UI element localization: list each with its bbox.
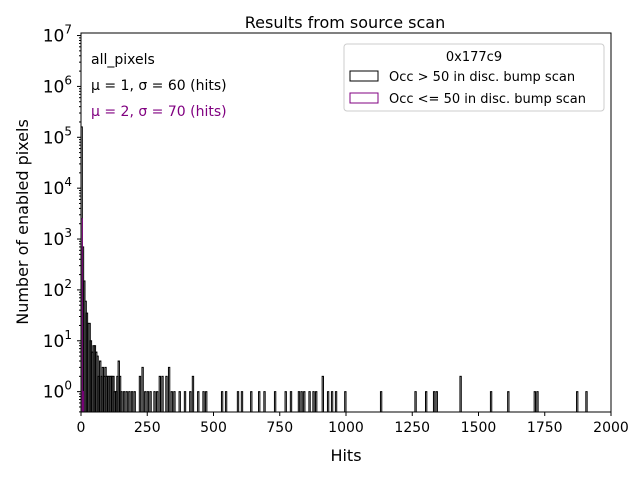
x-tick-label: 750 (266, 420, 293, 436)
histogram-bar-black-63 (273, 391, 277, 413)
x-axis-label: Hits (330, 446, 361, 465)
x-tick-label: 250 (134, 420, 161, 436)
histogram-bar-black-49 (178, 391, 181, 413)
y-tick-label: 100 (43, 379, 72, 403)
histogram-bar-black-65 (289, 391, 293, 413)
histogram-bar-black-47 (170, 391, 173, 413)
histogram-bar-black-71 (315, 391, 318, 413)
histogram-bar-black-45 (165, 375, 168, 413)
annotation-label: all_pixels (91, 52, 155, 68)
legend-title: 0x177c9 (446, 50, 502, 65)
histogram-bar-black-31 (122, 391, 126, 413)
histogram-bar-black-86 (536, 391, 539, 413)
histogram-bar-black-50 (183, 391, 187, 413)
histogram-bar-black-57 (224, 391, 228, 413)
y-tick-label: 107 (43, 23, 72, 47)
histogram-bar-black-54 (202, 391, 205, 413)
histogram-bar-black-37 (141, 366, 144, 413)
x-tick-label: 500 (200, 420, 227, 436)
histogram-bar-black-61 (258, 391, 261, 413)
histogram-bar-black-83 (489, 391, 493, 413)
histogram-bar-black-73 (326, 391, 330, 413)
histogram-bar-black-48 (173, 391, 176, 413)
histogram-bar-black-33 (128, 391, 131, 413)
histogram-bar-black-51 (189, 391, 192, 413)
histogram-bar-black-87 (576, 391, 579, 413)
histogram-bar-black-38 (144, 391, 147, 413)
histogram-bar-black-39 (146, 391, 150, 413)
histogram-bar-black-69 (308, 391, 311, 413)
histogram-bar-black-36 (138, 375, 142, 413)
histogram-bar-black-56 (220, 391, 224, 413)
histogram-bar-black-82 (459, 375, 462, 413)
histogram-bar-black-32 (125, 391, 128, 413)
histogram-bar-black-40 (149, 391, 152, 413)
histogram-bar-black-68 (303, 391, 306, 413)
y-tick-label: 104 (43, 175, 72, 199)
histogram-bar-black-85 (533, 391, 536, 413)
histogram-bar-black-77 (379, 391, 383, 413)
histogram-bar-black-75 (334, 391, 338, 413)
histogram-bar-black-66 (297, 391, 301, 413)
histogram-bar-black-60 (250, 391, 253, 413)
histogram-bars (80, 126, 588, 413)
x-tick-label: 2000 (593, 420, 629, 436)
histogram-bar-black-78 (414, 391, 417, 413)
histogram-bar-black-53 (197, 391, 200, 413)
histogram-bar-black-76 (344, 391, 347, 413)
x-tick-label: 1750 (527, 420, 563, 436)
histogram-bar-black-35 (133, 391, 136, 413)
histogram-bar-black-59 (240, 391, 244, 413)
histogram-bar-black-62 (263, 391, 266, 413)
histogram-bar-black-52 (191, 375, 195, 413)
histogram-bar-black-74 (330, 391, 334, 413)
legend-entry-purple: Occ <= 50 in disc. bump scan (389, 92, 586, 107)
histogram-bar-black-34 (130, 391, 134, 413)
histogram-bar-black-70 (312, 391, 315, 413)
annotation-stats-black: μ = 1, σ = 60 (hits) (91, 78, 227, 94)
legend-box (343, 43, 605, 112)
histogram-bar-black-88 (585, 391, 588, 413)
x-tick-label: 0 (77, 420, 86, 436)
histogram-bar-black-67 (300, 391, 303, 413)
histogram-bar-black-58 (236, 391, 240, 413)
x-axis-ticks: 0 250 500 750 1000 1250 1500 1750 2000 (77, 412, 629, 436)
x-tick-label: 1000 (328, 420, 364, 436)
x-tick-label: 1500 (461, 420, 497, 436)
histogram-bar-black-42 (156, 391, 159, 413)
legend-entry-black: Occ > 50 in disc. bump scan (389, 70, 575, 85)
histogram-bar-black-64 (284, 391, 287, 413)
chart-title: Results from source scan (245, 13, 445, 32)
histogram-bar-black-84 (507, 391, 510, 413)
annotation-stats-purple: μ = 2, σ = 70 (hits) (91, 104, 227, 120)
histogram-bar-black-72 (321, 375, 324, 413)
y-tick-label: 102 (43, 277, 72, 301)
y-tick-label: 103 (43, 226, 72, 250)
y-axis-ticks: 100 101 102 103 104 105 106 107 (43, 23, 81, 413)
legend-swatch-purple (349, 92, 379, 104)
histogram-bar-black-81 (435, 391, 438, 413)
y-axis-label: Number of enabled pixels (13, 119, 32, 325)
y-tick-label: 105 (43, 124, 72, 148)
y-tick-label: 106 (43, 73, 72, 97)
histogram-bar-black-43 (158, 375, 162, 413)
histogram-bar-black-41 (153, 391, 156, 413)
histogram-bar-black-79 (425, 391, 428, 413)
legend-swatch-black (349, 70, 379, 82)
histogram-bar-black-55 (205, 391, 208, 413)
y-tick-label: 101 (43, 328, 72, 352)
x-tick-label: 1250 (394, 420, 430, 436)
histogram-bar-black-44 (161, 375, 164, 413)
histogram-bar-black-30 (120, 391, 123, 413)
histogram-bar-black-46 (167, 366, 171, 413)
histogram-bar-black-80 (432, 391, 436, 413)
histogram-bar-purple-1 (81, 391, 85, 413)
legend: 0x177c9 Occ > 50 in disc. bump scan Occ … (343, 43, 605, 112)
